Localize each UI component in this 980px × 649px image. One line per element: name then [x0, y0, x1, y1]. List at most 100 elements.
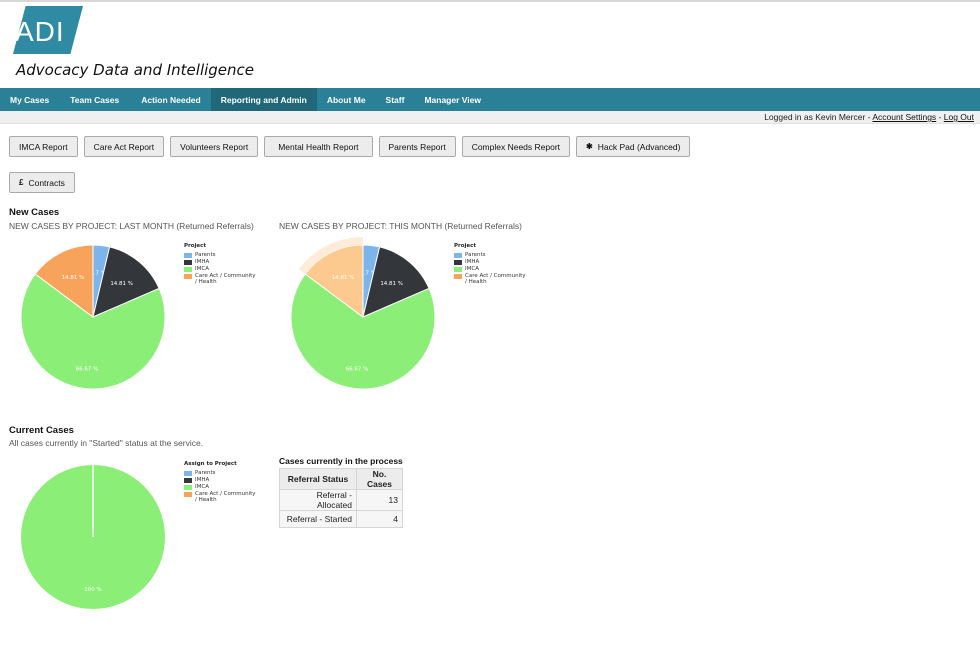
- pie-data-label: 66.67 %: [76, 366, 99, 372]
- column-header-referral-status: Referral Status: [279, 468, 357, 490]
- nav-reporting-and-admin[interactable]: Reporting and Admin: [210, 88, 317, 111]
- pie-data-label: 14.81 %: [62, 275, 85, 281]
- process-table-title: Cases currently in the process: [279, 456, 403, 466]
- legend-item-imca[interactable]: IMCA: [454, 266, 527, 272]
- legend-item-imca[interactable]: IMCA: [184, 266, 257, 272]
- pie-slice-imha[interactable]: [362, 246, 430, 318]
- nav-about-me[interactable]: About Me: [326, 94, 366, 105]
- gear-icon: ✱: [586, 142, 593, 151]
- pie-slice-imca[interactable]: [20, 273, 166, 390]
- legend-label: IMCA: [465, 266, 479, 272]
- table-row: Referral - Started 4: [279, 510, 403, 528]
- legend-swatch: [184, 252, 192, 258]
- legend-this-month: Project Parents IMHA IMCA Care Act / Com…: [454, 243, 527, 286]
- imca-report-button[interactable]: IMCA Report: [9, 136, 78, 157]
- legend-swatch: [184, 484, 192, 490]
- legend-item-imca[interactable]: IMCA: [184, 484, 257, 490]
- legend-label: Care Act / Community / Health: [195, 491, 256, 503]
- current-cases-title: Current Cases: [9, 425, 74, 436]
- nav-team-cases[interactable]: Team Cases: [70, 94, 120, 105]
- pie-slice-imca[interactable]: [290, 273, 436, 390]
- legend-item-parents[interactable]: Parents: [454, 252, 527, 258]
- pie-slice-care-act-community-health[interactable]: [304, 244, 364, 318]
- legend-swatch: [184, 477, 192, 483]
- pie-data-label: 14.81 %: [380, 281, 403, 287]
- legend-item-care-act[interactable]: Care Act / Community / Health: [184, 273, 257, 285]
- current-cases-subtitle: All cases currently in "Started" status …: [9, 438, 204, 448]
- logo-text: ADI: [15, 16, 65, 47]
- user-bar-separator: -: [936, 112, 944, 122]
- pie-data-label: 3.7 %: [360, 271, 376, 277]
- logo[interactable]: [13, 6, 83, 54]
- legend-label: IMHA: [195, 259, 210, 265]
- volunteers-report-button[interactable]: Volunteers Report: [170, 136, 259, 157]
- pound-icon: £: [19, 178, 24, 187]
- legend-label: IMCA: [195, 266, 209, 272]
- pie-data-label: 14.81 %: [110, 281, 133, 287]
- legend-swatch: [454, 259, 462, 265]
- column-header-no-cases: No. Cases: [356, 468, 403, 490]
- parents-report-button[interactable]: Parents Report: [378, 136, 456, 157]
- referral-status-table: Referral Status No. Cases Referral - All…: [279, 468, 403, 528]
- hack-pad-button[interactable]: ✱ Hack Pad (Advanced): [576, 136, 691, 157]
- pie-slice-imha[interactable]: [92, 246, 160, 318]
- contracts-row: £ Contracts: [9, 172, 75, 193]
- new-cases-title: New Cases: [9, 207, 60, 218]
- legend-title: Project: [184, 243, 207, 249]
- legend-last-month: Project Parents IMHA IMCA Care Act / Com…: [184, 243, 257, 286]
- legend-swatch: [184, 273, 192, 279]
- legend-item-parents[interactable]: Parents: [184, 252, 257, 258]
- legend-label: IMHA: [195, 477, 210, 483]
- legend-label: IMCA: [195, 484, 209, 490]
- contracts-label: Contracts: [28, 177, 65, 188]
- pie-data-label: 100 %: [84, 587, 101, 593]
- pie-slice-care-act-community-health[interactable]: [34, 244, 94, 318]
- legend-swatch: [184, 491, 192, 497]
- pie-chart-this-month[interactable]: 3.7 % 14.81 % 66.67 % 14.81 %: [270, 235, 460, 395]
- legend-item-care-act[interactable]: Care Act / Community / Health: [184, 491, 257, 503]
- nav-my-cases[interactable]: My Cases: [10, 94, 50, 105]
- care-act-report-button[interactable]: Care Act Report: [83, 136, 165, 157]
- legend-swatch: [454, 252, 462, 258]
- legend-item-imha[interactable]: IMHA: [184, 477, 257, 483]
- complex-needs-report-button[interactable]: Complex Needs Report: [461, 136, 571, 157]
- pie-data-label: 14.81 %: [332, 275, 355, 281]
- report-buttons: IMCA Report Care Act Report Volunteers R…: [9, 136, 691, 157]
- logout-link[interactable]: Log Out: [943, 112, 974, 122]
- case-count-cell: 4: [356, 510, 403, 528]
- nav-staff[interactable]: Staff: [385, 94, 405, 105]
- referral-status-cell: Referral - Started: [279, 510, 357, 528]
- referral-status-cell: Referral - Allocated: [279, 489, 357, 511]
- legend-swatch: [184, 266, 192, 272]
- last-month-subtitle: NEW CASES BY PROJECT: LAST MONTH (Return…: [9, 221, 254, 231]
- legend-label: Care Act / Community / Health: [465, 273, 526, 285]
- table-header-row: Referral Status No. Cases: [279, 468, 403, 490]
- hack-pad-label: Hack Pad (Advanced): [597, 141, 681, 152]
- legend-swatch: [454, 266, 462, 272]
- this-month-subtitle: NEW CASES BY PROJECT: THIS MONTH (Return…: [279, 221, 522, 231]
- legend-label: Parents: [465, 252, 486, 258]
- contracts-button[interactable]: £ Contracts: [9, 172, 75, 193]
- mental-health-report-button[interactable]: Mental Health Report: [264, 136, 373, 157]
- logged-in-text: Logged in as Kevin Mercer -: [764, 112, 873, 122]
- nav-action-needed[interactable]: Action Needed: [141, 94, 201, 105]
- legend-item-imha[interactable]: IMHA: [184, 259, 257, 265]
- pie-slice-hover-halo: [298, 237, 363, 274]
- legend-current-cases: Assign to Project Parents IMHA IMCA Care…: [184, 461, 257, 504]
- legend-item-imha[interactable]: IMHA: [454, 259, 527, 265]
- pie-chart-last-month[interactable]: 3.7 % 14.81 % 66.67 % 14.81 %: [0, 235, 190, 395]
- pie-data-label: 3.7 %: [90, 271, 106, 277]
- legend-swatch: [184, 259, 192, 265]
- pie-data-label: 66.67 %: [346, 366, 369, 372]
- nav-manager-view[interactable]: Manager View: [424, 94, 481, 105]
- user-bar: Logged in as Kevin Mercer - Account Sett…: [0, 111, 980, 124]
- legend-swatch: [454, 273, 462, 279]
- legend-swatch: [184, 470, 192, 476]
- account-settings-link[interactable]: Account Settings: [872, 112, 937, 122]
- legend-item-parents[interactable]: Parents: [184, 470, 257, 476]
- legend-item-care-act[interactable]: Care Act / Community / Health: [454, 273, 527, 285]
- table-row: Referral - Allocated 13: [279, 489, 403, 511]
- legend-label: IMHA: [465, 259, 480, 265]
- pie-chart-current-cases[interactable]: 0 %100 %: [0, 455, 190, 615]
- tagline: Advocacy Data and Intelligence: [16, 61, 255, 79]
